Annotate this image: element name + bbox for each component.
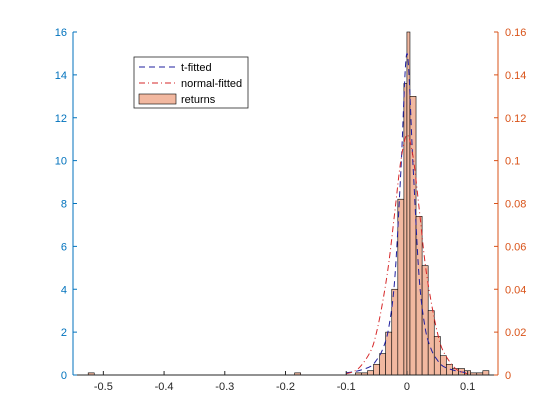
x-tick-label: -0.2 bbox=[276, 381, 295, 393]
left-y-ticks: 0 2 4 6 8 10 12 14 16 bbox=[55, 27, 77, 382]
right-y-tick-label: 0.06 bbox=[505, 241, 526, 253]
histogram-bar-10 bbox=[403, 83, 408, 376]
left-y-tick-label: 12 bbox=[55, 113, 67, 125]
legend-returns-swatch bbox=[138, 93, 177, 105]
x-ticks: -0.5 -0.4 -0.3 -0.2 -0.1 0 0.1 bbox=[94, 371, 475, 393]
x-tick-label: -0.3 bbox=[215, 381, 234, 393]
histogram-bar-9 bbox=[397, 198, 405, 376]
right-y-tick-label: 0.02 bbox=[505, 327, 526, 339]
x-tick-label: -0.4 bbox=[155, 381, 174, 393]
legend-label-normal-fitted: normal-fitted bbox=[181, 78, 242, 90]
x-tick-label: -0.1 bbox=[337, 381, 356, 393]
legend-label-t-fitted: t-fitted bbox=[181, 62, 212, 74]
left-y-tick-label: 0 bbox=[61, 370, 67, 382]
histogram-bar-5 bbox=[373, 363, 380, 376]
x-tick-label: -0.5 bbox=[94, 381, 113, 393]
left-y-tick-label: 6 bbox=[61, 241, 67, 253]
right-y-tick-label: 0.14 bbox=[505, 70, 526, 82]
histogram-bar-16 bbox=[433, 336, 441, 376]
left-y-tick-label: 4 bbox=[61, 284, 67, 296]
t-fitted-curve bbox=[346, 52, 468, 374]
histogram-bar-7 bbox=[385, 331, 393, 376]
right-y-tick-label: 0 bbox=[505, 370, 511, 382]
right-y-tick-label: 0.1 bbox=[505, 156, 520, 168]
left-y-tick-label: 8 bbox=[61, 199, 67, 211]
histogram-bars bbox=[87, 31, 490, 376]
histogram-bar-12 bbox=[409, 96, 417, 376]
right-y-tick-label: 0.16 bbox=[505, 27, 526, 39]
normal-fitted-curve bbox=[346, 134, 468, 375]
fitted-curves bbox=[346, 52, 468, 375]
left-y-tick-label: 10 bbox=[55, 156, 67, 168]
legend: t-fitted normal-fitted returns bbox=[133, 56, 249, 109]
left-y-tick-label: 14 bbox=[55, 70, 67, 82]
left-y-tick-label: 2 bbox=[61, 327, 67, 339]
histogram-bar-24 bbox=[482, 370, 490, 376]
right-y-ticks: 0 0.02 0.04 0.06 0.08 0.1 0.12 0.14 0.16 bbox=[494, 27, 526, 382]
x-tick-label: 0 bbox=[404, 381, 410, 393]
histogram-bar-14 bbox=[421, 265, 429, 376]
x-tick-label: 0.1 bbox=[460, 381, 475, 393]
histogram-bar-4 bbox=[367, 370, 374, 376]
right-y-tick-label: 0.08 bbox=[505, 199, 526, 211]
histogram-bar-6 bbox=[379, 353, 386, 376]
left-y-tick-label: 16 bbox=[55, 27, 67, 39]
right-y-tick-label: 0.12 bbox=[505, 113, 526, 125]
right-y-tick-label: 0.04 bbox=[505, 284, 526, 296]
histogram-bar-19 bbox=[452, 368, 459, 376]
legend-label-returns: returns bbox=[181, 94, 216, 106]
